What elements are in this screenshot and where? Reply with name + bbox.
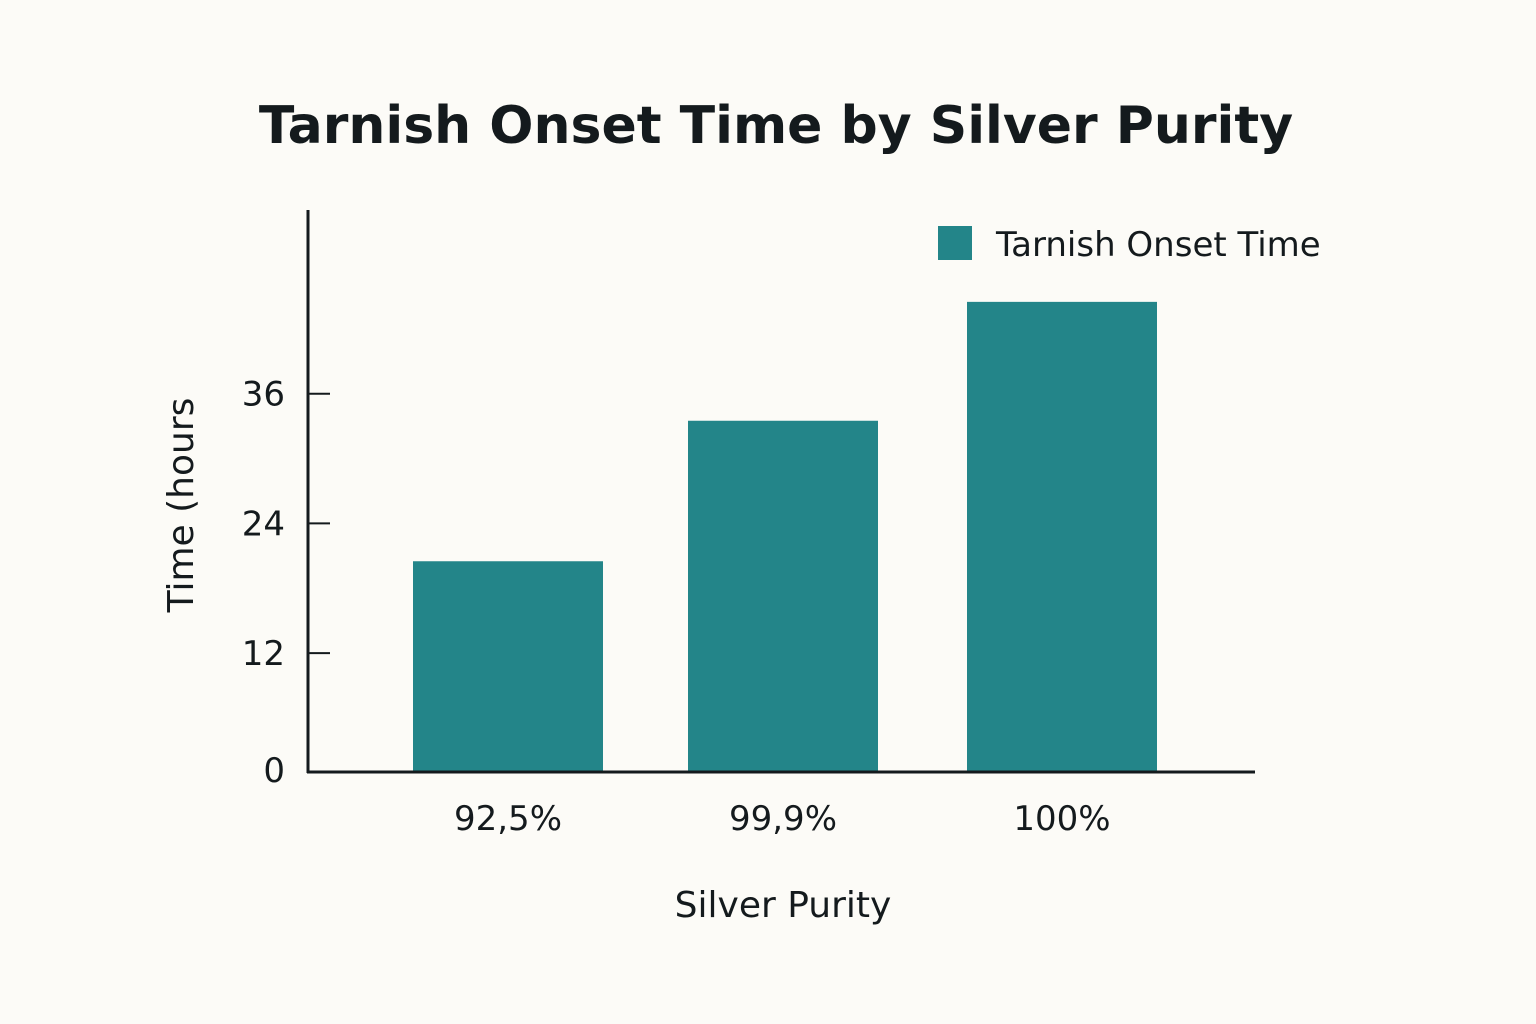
legend-label: Tarnish Onset Time <box>995 225 1321 265</box>
y-tick-label: 12 <box>242 634 285 674</box>
y-tick-label: 24 <box>242 504 285 544</box>
legend: Tarnish Onset Time <box>938 225 1321 265</box>
y-tick-label: 36 <box>242 375 285 415</box>
bars-layer <box>413 301 1157 772</box>
x-category-label: 100% <box>1013 799 1110 839</box>
bar-3 <box>967 301 1157 772</box>
y-ticks-layer: 0 12 24 36 <box>242 375 330 791</box>
legend-swatch <box>938 226 972 260</box>
bar-2 <box>688 420 878 772</box>
x-category-label: 92,5% <box>454 799 562 839</box>
bar-1 <box>413 561 603 772</box>
x-axis-label: Silver Purity <box>675 885 892 926</box>
y-axis-label: Time (hours <box>161 398 202 614</box>
x-category-labels: 92,5% 99,9% 100% <box>454 799 1111 839</box>
chart-title: Tarnish Onset Time by Silver Purity <box>259 96 1293 156</box>
y-tick-label: 0 <box>263 751 285 791</box>
x-category-label: 99,9% <box>729 799 837 839</box>
